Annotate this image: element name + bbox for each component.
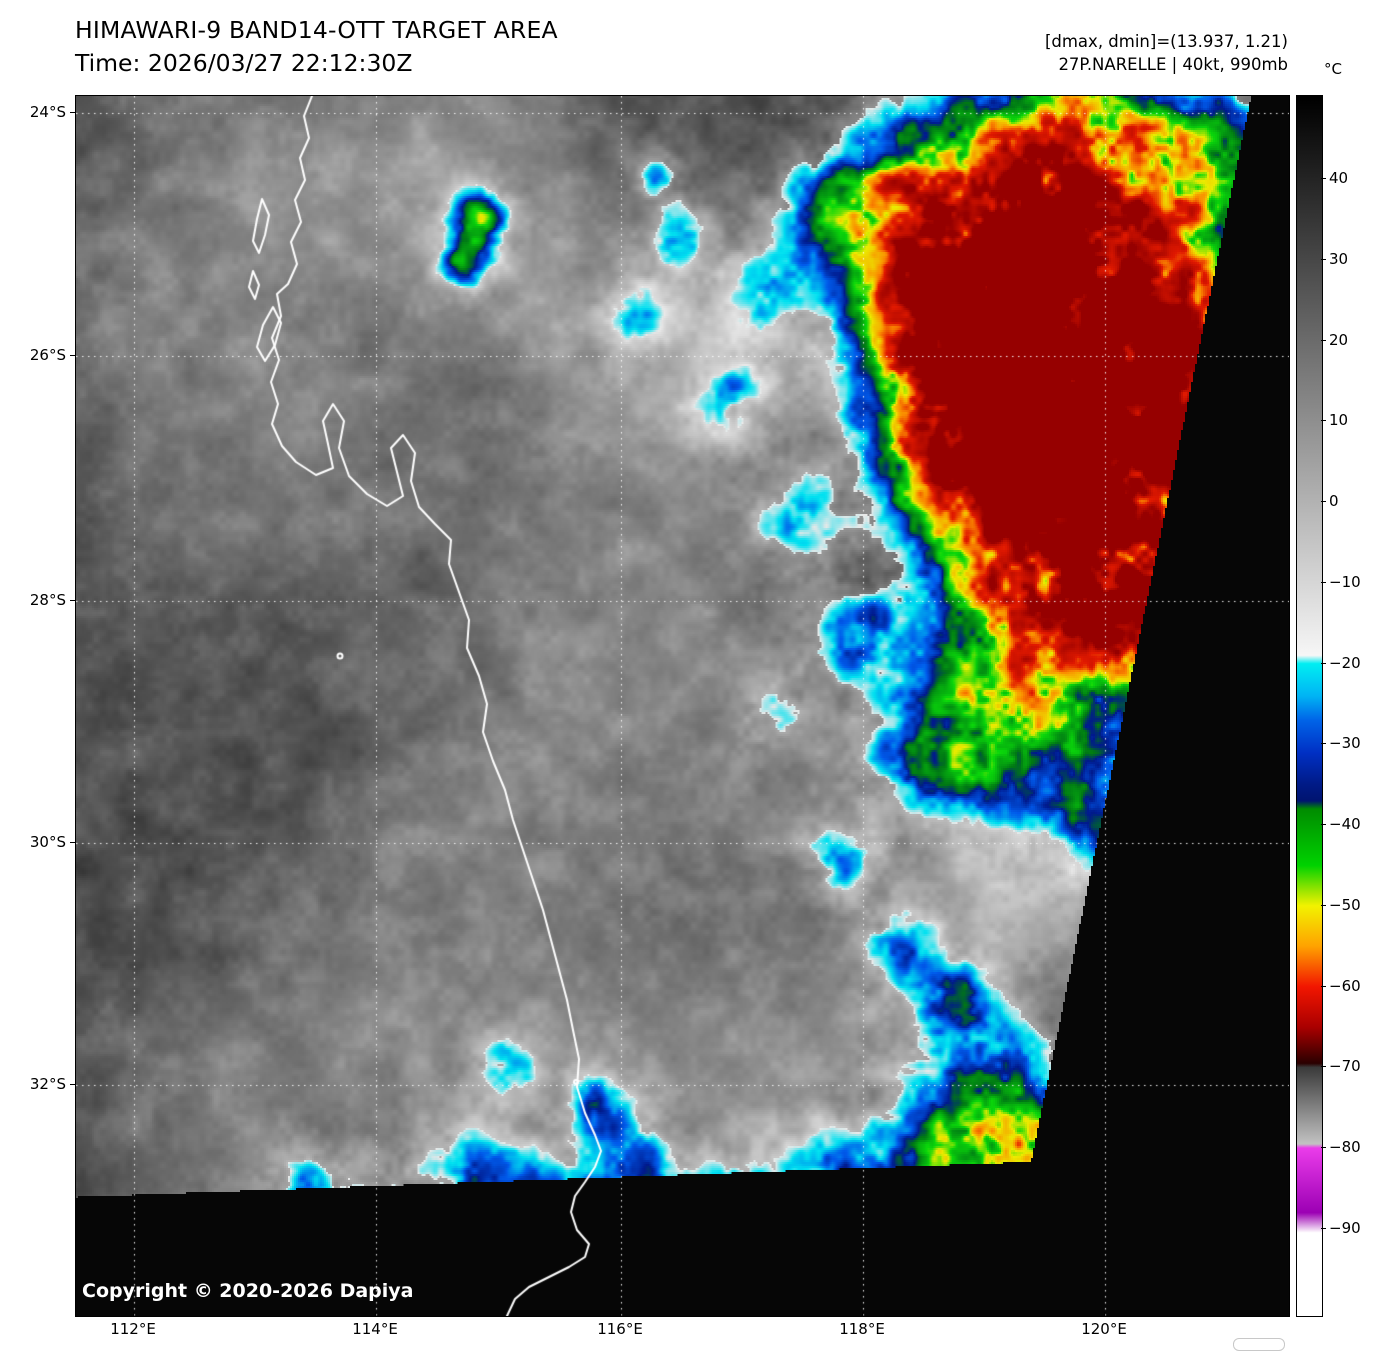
colorbar-unit-label: °C <box>1324 60 1342 78</box>
bottom-right-marker <box>1233 1338 1285 1351</box>
lon-label-112e: 112°E <box>110 1312 156 1338</box>
colorbar-tick-minus-10: −10 <box>1321 573 1361 591</box>
lon-label-116e: 116°E <box>597 1312 643 1338</box>
map-area: Copyright © 2020-2026 Dapiya <box>75 95 1290 1317</box>
colorbar-tick-40: 40 <box>1320 169 1349 187</box>
colorbar-tick-minus-20: −20 <box>1321 654 1361 672</box>
colorbar-tick-10: 10 <box>1320 411 1349 429</box>
lat-label-26s: 26°S <box>29 346 76 364</box>
colorbar-tick-minus-70: −70 <box>1321 1057 1361 1075</box>
lon-label-114e: 114°E <box>352 1312 398 1338</box>
dmax-dmin-readout: [dmax, dmin]=(13.937, 1.21) <box>1044 32 1288 51</box>
colorbar-tick-minus-90: −90 <box>1321 1219 1361 1237</box>
copyright-text: Copyright © 2020-2026 Dapiya <box>82 1280 414 1302</box>
header-info-block: [dmax, dmin]=(13.937, 1.21) 27P.NARELLE … <box>1045 30 1288 76</box>
colorbar-tick-minus-80: −80 <box>1321 1138 1361 1156</box>
lat-label-28s: 28°S <box>29 591 76 609</box>
figure-title: HIMAWARI-9 BAND14-OTT TARGET AREA <box>75 16 558 44</box>
lat-label-30s: 30°S <box>29 833 76 851</box>
map-overlay-canvas <box>76 96 1289 1316</box>
colorbar-tick-minus-50: −50 <box>1321 896 1361 914</box>
colorbar-tick-20: 20 <box>1320 331 1349 349</box>
colorbar <box>1296 95 1323 1317</box>
lon-label-120e: 120°E <box>1081 1312 1127 1338</box>
colorbar-tick-0: 0 <box>1321 492 1339 510</box>
colorbar-tick-minus-30: −30 <box>1321 734 1361 752</box>
colorbar-tick-minus-40: −40 <box>1321 815 1361 833</box>
figure-timestamp: Time: 2026/03/27 22:12:30Z <box>75 49 413 77</box>
colorbar-tick-30: 30 <box>1320 250 1349 268</box>
lat-label-32s: 32°S <box>29 1075 76 1093</box>
colorbar-tick-minus-60: −60 <box>1321 977 1361 995</box>
lon-label-118e: 118°E <box>839 1312 885 1338</box>
lat-label-24s: 24°S <box>29 103 76 121</box>
storm-info-readout: 27P.NARELLE | 40kt, 990mb <box>1058 55 1288 74</box>
